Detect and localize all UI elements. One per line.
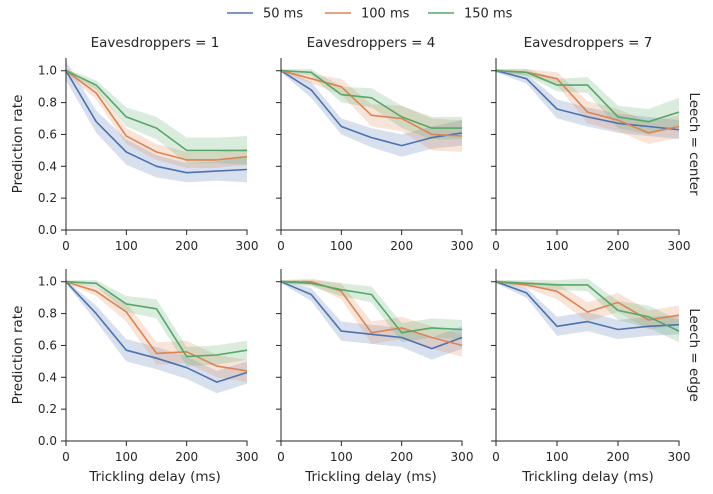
y-tick-label: 0.2: [38, 191, 57, 205]
series-line: [65, 281, 248, 383]
panel: 0 100 200 300: [491, 269, 690, 464]
row-title: Leech = center: [686, 92, 702, 196]
panel: 0 100 200 300: [276, 269, 473, 464]
x-tick-label: 0: [492, 239, 500, 253]
column-title: Eavesdroppers = 4: [307, 35, 436, 51]
x-tick-label: 0: [277, 239, 285, 253]
x-tick-label: 300: [451, 239, 474, 253]
confidence-band: [496, 69, 679, 135]
series-line: [280, 69, 462, 129]
confidence-band: [281, 69, 462, 152]
series-line: [280, 280, 463, 350]
x-tick-label: 200: [390, 239, 413, 253]
legend-label: 100 ms: [361, 7, 410, 22]
x-tick-label: 200: [390, 450, 413, 464]
confidence-band: [66, 69, 247, 165]
series-line: [280, 69, 463, 137]
x-tick-label: 100: [546, 239, 569, 253]
series-line: [495, 69, 680, 123]
y-tick-label: 0.8: [38, 96, 57, 110]
series-line: [65, 70, 248, 161]
x-tick-label: 200: [175, 239, 198, 253]
y-tick-label: 0.8: [38, 307, 57, 321]
y-tick-label: 0.0: [38, 434, 57, 448]
x-axis-label: Trickling delay (ms): [304, 469, 437, 485]
column-title: Eavesdroppers = 1: [91, 35, 220, 51]
x-tick-label: 0: [492, 450, 500, 464]
confidence-band: [281, 278, 462, 357]
x-tick-label: 0: [62, 239, 70, 253]
confidence-band: [496, 278, 679, 343]
legend-item: 150 ms: [428, 7, 513, 22]
y-tick-label: 0.4: [38, 159, 57, 173]
x-tick-label: 200: [607, 450, 630, 464]
x-tick-label: 100: [330, 239, 353, 253]
x-tick-label: 300: [668, 239, 691, 253]
series-line: [495, 280, 680, 331]
confidence-band: [281, 69, 462, 157]
legend-item: 50 ms: [227, 7, 303, 22]
panel: 0 100 200 300: [276, 58, 473, 253]
series-line: [65, 69, 247, 152]
y-tick-label: 0.6: [38, 338, 57, 352]
row-title: Leech = edge: [686, 308, 702, 402]
series-line: [280, 70, 463, 147]
x-tick-label: 300: [236, 239, 259, 253]
confidence-band: [496, 280, 679, 340]
confidence-band: [66, 280, 247, 367]
x-tick-label: 0: [62, 450, 70, 464]
x-tick-label: 100: [546, 450, 569, 464]
series-line: [495, 280, 680, 332]
y-axis-label: Prediction rate: [10, 306, 26, 405]
panel: 0 100 200 300 0.0 0.2 0.4 0.6 0.8 1.0: [38, 269, 259, 464]
panel: 0 100 200 300 0.0 0.2 0.4 0.6 0.8 1.0: [38, 58, 259, 253]
y-tick-label: 0.2: [38, 402, 57, 416]
y-tick-label: 0.4: [38, 370, 57, 384]
x-tick-label: 200: [175, 450, 198, 464]
series-line: [281, 280, 463, 347]
legend-item: 100 ms: [325, 7, 410, 22]
series-line: [280, 280, 463, 334]
legend-label: 50 ms: [263, 7, 303, 22]
confidence-band: [281, 280, 462, 360]
panel: 0 100 200 300: [491, 58, 690, 253]
confidence-band: [281, 280, 462, 343]
series-line: [65, 70, 248, 174]
x-tick-label: 200: [607, 239, 630, 253]
y-tick-label: 1.0: [38, 64, 57, 78]
panels: 0 100 200 300 0.0 0.2 0.4 0.6 0.8 1.0 0 100 200 300 0 1…: [38, 58, 690, 464]
confidence-band: [66, 280, 247, 394]
series-line: [495, 280, 680, 321]
x-tick-label: 300: [451, 450, 474, 464]
legend-label: 150 ms: [464, 7, 513, 22]
y-tick-label: 0.6: [38, 127, 57, 141]
x-tick-label: 300: [668, 450, 691, 464]
y-axis-label: Prediction rate: [10, 95, 26, 194]
series-line: [65, 280, 248, 372]
y-tick-label: 1.0: [38, 275, 57, 289]
confidence-band: [496, 280, 679, 330]
x-tick-label: 0: [277, 450, 285, 464]
legend: 50 ms 100 ms 150 ms: [227, 7, 513, 22]
labels: Eavesdroppers = 1 Eavesdroppers = 4 Eavesd…: [10, 35, 702, 485]
x-tick-label: 100: [330, 450, 353, 464]
y-tick-label: 0.0: [38, 223, 57, 237]
x-axis-label: Trickling delay (ms): [88, 469, 221, 485]
column-title: Eavesdroppers = 7: [524, 35, 653, 51]
series-line: [495, 69, 680, 131]
x-tick-label: 100: [115, 450, 138, 464]
confidence-band: [496, 69, 679, 140]
x-tick-label: 100: [115, 239, 138, 253]
x-axis-label: Trickling delay (ms): [521, 469, 654, 485]
x-tick-label: 300: [236, 450, 259, 464]
series-line: [65, 280, 248, 358]
